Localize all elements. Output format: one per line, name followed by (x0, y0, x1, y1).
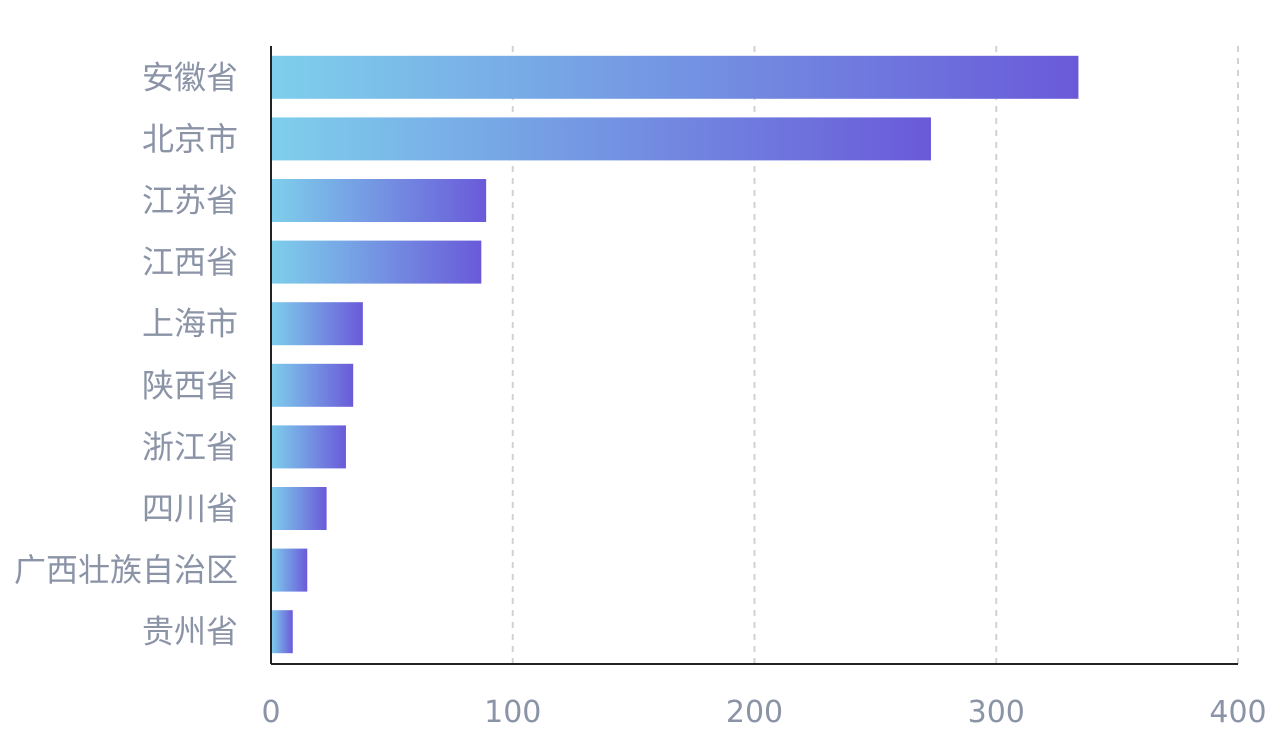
bar (271, 55, 1079, 99)
category-label: 浙江省 (142, 428, 238, 466)
bar (271, 487, 327, 530)
category-label: 四川省 (142, 490, 238, 528)
category-label: 广西壮族自治区 (14, 551, 238, 589)
x-tick-label: 300 (968, 695, 1025, 730)
bar (271, 240, 482, 284)
x-tick-label: 0 (261, 695, 280, 730)
bar (271, 548, 308, 592)
bar (271, 302, 363, 346)
category-label: 江西省 (142, 243, 238, 281)
bar (271, 610, 293, 654)
x-tick-label: 400 (1209, 695, 1266, 730)
bar (271, 363, 354, 407)
category-label: 北京市 (142, 120, 238, 158)
axes (270, 46, 1238, 665)
x-tick-labels: 0 100 200 300 400 (261, 695, 1266, 730)
category-label: 江苏省 (142, 182, 238, 220)
bars (271, 55, 1079, 654)
x-tick-label: 200 (726, 695, 783, 730)
bar (271, 425, 346, 469)
category-label: 上海市 (142, 305, 238, 343)
bar (271, 179, 487, 222)
bar (271, 117, 931, 161)
category-label: 贵州省 (142, 613, 238, 651)
category-label: 安徽省 (142, 58, 238, 96)
category-label: 陕西省 (142, 366, 238, 404)
x-tick-label: 100 (484, 695, 541, 730)
